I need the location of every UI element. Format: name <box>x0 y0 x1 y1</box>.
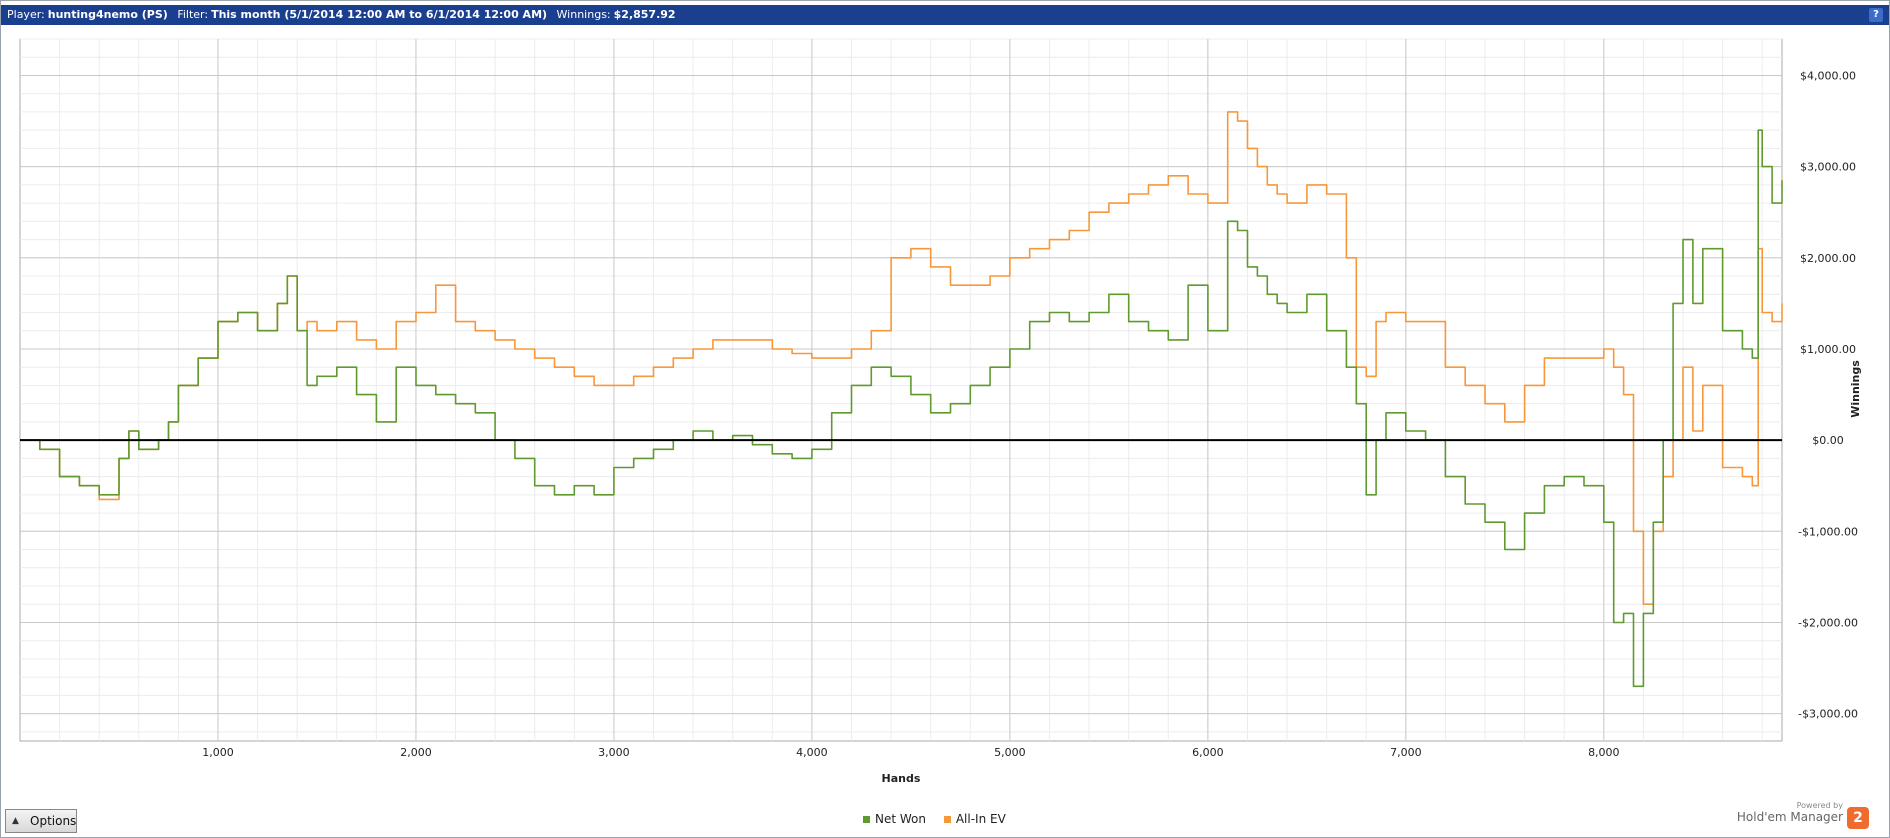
x-tick-label: 6,000 <box>1192 746 1224 759</box>
x-tick-label: 8,000 <box>1588 746 1620 759</box>
series-line-net-won <box>20 129 1783 688</box>
options-label: Options <box>30 814 77 828</box>
options-button[interactable]: ▲ Options <box>5 809 77 833</box>
x-tick-label: 2,000 <box>400 746 432 759</box>
x-axis-label: Hands <box>882 772 921 785</box>
filter-header-bar: Player: hunting4nemo (PS) Filter: This mon… <box>1 5 1889 25</box>
y-tick-label: $0.00 <box>1812 434 1844 447</box>
x-axis-ticks: 1,000 2,000 3,000 4,000 5,000 6,000 7,000 8,000 <box>202 746 1619 759</box>
legend-label: All-In EV <box>955 812 1006 826</box>
series-layer <box>20 111 1783 688</box>
y-tick-label: -$3,000.00 <box>1798 708 1858 721</box>
x-tick-label: 3,000 <box>598 746 630 759</box>
filter-value: This month (5/1/2014 12:00 AM to 6/1/201… <box>211 8 548 21</box>
legend-label: Net Won <box>875 812 926 826</box>
player-label: Player: <box>7 8 45 21</box>
legend-swatch <box>943 816 951 823</box>
y-tick-label: $3,000.00 <box>1800 161 1856 174</box>
y-tick-label: -$1,000.00 <box>1798 525 1858 538</box>
y-tick-label: -$2,000.00 <box>1798 616 1858 629</box>
help-icon[interactable]: ? <box>1869 8 1883 22</box>
x-tick-label: 4,000 <box>796 746 828 759</box>
hem2-logo-icon: 2 <box>1847 807 1869 829</box>
y-tick-label: $4,000.00 <box>1800 69 1856 82</box>
y-tick-label: $2,000.00 <box>1800 252 1856 265</box>
plot-area <box>19 38 1783 742</box>
player-value: hunting4nemo (PS) <box>47 8 168 21</box>
y-axis-label: Winnings <box>1849 360 1862 418</box>
x-tick-label: 7,000 <box>1390 746 1422 759</box>
y-tick-label: $1,000.00 <box>1800 343 1856 356</box>
y-axis-ticks: $4,000.00 $3,000.00 $2,000.00 $1,000.00 $0.0… <box>1798 69 1858 720</box>
winnings-label: Winnings: <box>556 8 611 21</box>
winnings-chart: $4,000.00 $3,000.00 $2,000.00 $1,000.00 $0.0… <box>19 38 1862 785</box>
hem2-branding: Powered by Hold'em Manager 2 <box>1736 801 1869 829</box>
brand-name: Hold'em Manager <box>1736 810 1843 824</box>
filter-label: Filter: <box>177 8 209 21</box>
x-tick-label: 1,000 <box>202 746 234 759</box>
legend-item-net-won[interactable]: Net Won <box>863 812 926 826</box>
winnings-value: $2,857.92 <box>613 8 676 21</box>
chart-legend: Net Won All-In EV <box>863 812 1020 826</box>
x-tick-label: 5,000 <box>994 746 1026 759</box>
caret-up-icon: ▲ <box>12 816 19 826</box>
legend-item-all-in-ev[interactable]: All-In EV <box>943 812 1006 826</box>
legend-swatch <box>863 816 870 823</box>
powered-by-text: Powered by <box>1796 801 1843 810</box>
